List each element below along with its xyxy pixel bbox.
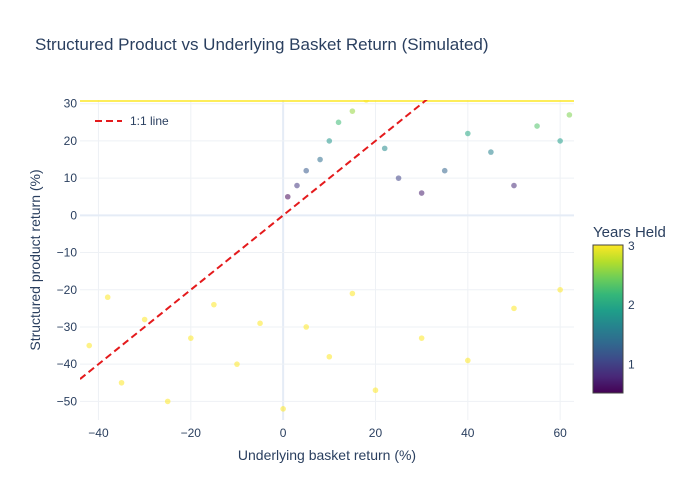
- y-tick-label: 30: [64, 97, 78, 111]
- data-point: [372, 387, 379, 394]
- data-point: [326, 138, 333, 144]
- x-axis-title: Underlying basket return (%): [238, 447, 416, 463]
- x-tick-label: 60: [553, 426, 567, 440]
- x-tick-label: 40: [461, 426, 475, 440]
- data-point: [141, 316, 148, 323]
- data-point: [349, 108, 356, 114]
- data-point: [395, 175, 402, 181]
- data-point: [441, 167, 448, 174]
- x-tick-label: −20: [181, 426, 202, 440]
- y-tick-label: −40: [57, 357, 78, 371]
- data-point: [335, 119, 342, 126]
- y-tick-label: −20: [57, 283, 78, 297]
- data-point: [418, 335, 425, 341]
- y-tick-label: 20: [64, 134, 78, 148]
- data-point: [326, 353, 333, 360]
- data-point: [234, 361, 240, 367]
- data-point: [465, 357, 471, 364]
- data-point: [381, 145, 388, 152]
- x-tick-label: 0: [280, 426, 287, 440]
- y-axis-title: Structured product return (%): [27, 169, 43, 350]
- gridlines: [80, 100, 574, 420]
- data-point: [164, 398, 171, 405]
- data-point: [280, 406, 286, 412]
- legend[interactable]: 1:1 line: [95, 114, 169, 128]
- colorbar-gradient: [592, 244, 624, 394]
- colorbar-ticks: 1 2 3: [628, 239, 635, 371]
- y-tick-label: 0: [70, 208, 77, 222]
- y-axis-ticks: −50 −40 −30 −20 −10 0 10 20 30: [57, 97, 78, 409]
- data-point: [86, 342, 93, 349]
- colorbar-title: Years Held: [593, 224, 666, 241]
- colorbar: Years Held 1 2 3: [592, 224, 666, 394]
- reference-line: [80, 100, 428, 380]
- data-point: [294, 182, 300, 189]
- data-points: [80, 100, 574, 412]
- data-point: [188, 335, 194, 341]
- data-point: [317, 156, 323, 163]
- data-point: [303, 167, 310, 174]
- colorbar-tick-label: 3: [628, 239, 635, 253]
- y-tick-label: −30: [57, 320, 78, 334]
- data-point: [349, 290, 356, 297]
- chart-title: Structured Product vs Underlying Basket …: [35, 35, 489, 54]
- x-axis-ticks: −40 −20 0 20 40 60: [88, 426, 567, 440]
- data-point: [511, 305, 517, 312]
- x-tick-label: −40: [88, 426, 109, 440]
- reference-line-layer: [80, 100, 428, 380]
- data-point: [465, 130, 471, 137]
- colorbar-tick-label: 1: [628, 357, 635, 371]
- data-point: [566, 112, 573, 118]
- data-point: [418, 190, 425, 196]
- data-point: [284, 193, 291, 200]
- y-tick-label: −10: [57, 246, 78, 260]
- data-point: [303, 324, 310, 330]
- data-point: [534, 123, 540, 129]
- data-point: [488, 149, 494, 155]
- data-point: [104, 294, 111, 301]
- data-point: [557, 286, 563, 293]
- y-tick-label: 10: [64, 171, 78, 185]
- data-point: [511, 182, 517, 189]
- data-point: [211, 301, 217, 308]
- x-tick-label: 20: [369, 426, 383, 440]
- data-point: [557, 138, 563, 144]
- y-tick-label: −50: [57, 394, 78, 408]
- data-point: [118, 379, 125, 386]
- legend-label: 1:1 line: [130, 114, 169, 128]
- colorbar-tick-label: 2: [628, 298, 635, 312]
- data-point: [257, 320, 263, 327]
